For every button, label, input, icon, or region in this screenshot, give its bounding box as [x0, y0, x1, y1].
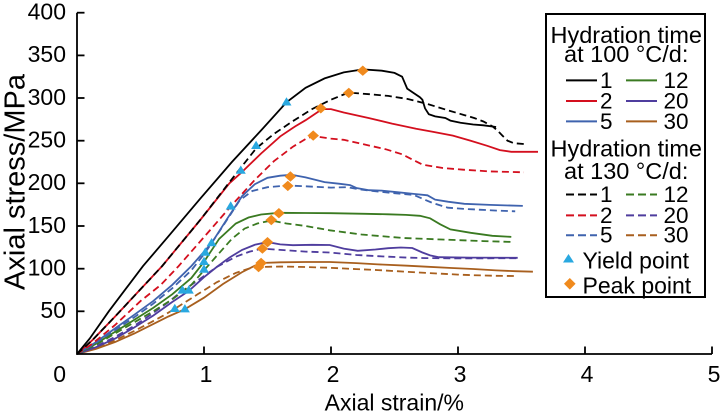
svg-text:Axial stress/MPa: Axial stress/MPa	[0, 73, 31, 290]
svg-text:20: 20	[664, 203, 689, 228]
svg-text:2: 2	[600, 203, 613, 228]
svg-text:300: 300	[28, 84, 66, 110]
svg-text:Hydration time: Hydration time	[551, 22, 703, 48]
svg-text:4: 4	[581, 361, 594, 387]
svg-text:1: 1	[600, 68, 613, 93]
svg-text:1: 1	[200, 361, 213, 387]
svg-text:100: 100	[28, 255, 66, 281]
svg-text:5: 5	[708, 361, 721, 387]
svg-text:at 100 °C/d:: at 100 °C/d:	[564, 41, 688, 67]
svg-text:30: 30	[664, 223, 689, 248]
svg-text:Axial strain/%: Axial strain/%	[325, 390, 464, 416]
svg-text:3: 3	[454, 361, 467, 387]
svg-text:0: 0	[53, 361, 66, 387]
svg-text:Yield point: Yield point	[583, 248, 690, 274]
svg-text:5: 5	[600, 223, 613, 248]
svg-text:Hydration time: Hydration time	[551, 135, 703, 161]
svg-text:Peak point: Peak point	[583, 272, 692, 298]
svg-text:30: 30	[664, 109, 689, 134]
svg-text:400: 400	[28, 0, 66, 25]
svg-text:150: 150	[28, 212, 66, 238]
svg-text:5: 5	[600, 109, 613, 134]
svg-text:2: 2	[327, 361, 340, 387]
svg-text:350: 350	[28, 41, 66, 67]
svg-text:12: 12	[664, 68, 689, 93]
svg-text:250: 250	[28, 127, 66, 153]
svg-text:200: 200	[28, 169, 66, 195]
svg-text:20: 20	[664, 88, 689, 113]
svg-text:12: 12	[664, 182, 689, 207]
svg-text:at 130 °C/d:: at 130 °C/d:	[564, 158, 688, 184]
svg-text:2: 2	[600, 88, 613, 113]
svg-text:50: 50	[40, 297, 66, 323]
svg-text:1: 1	[600, 182, 613, 207]
